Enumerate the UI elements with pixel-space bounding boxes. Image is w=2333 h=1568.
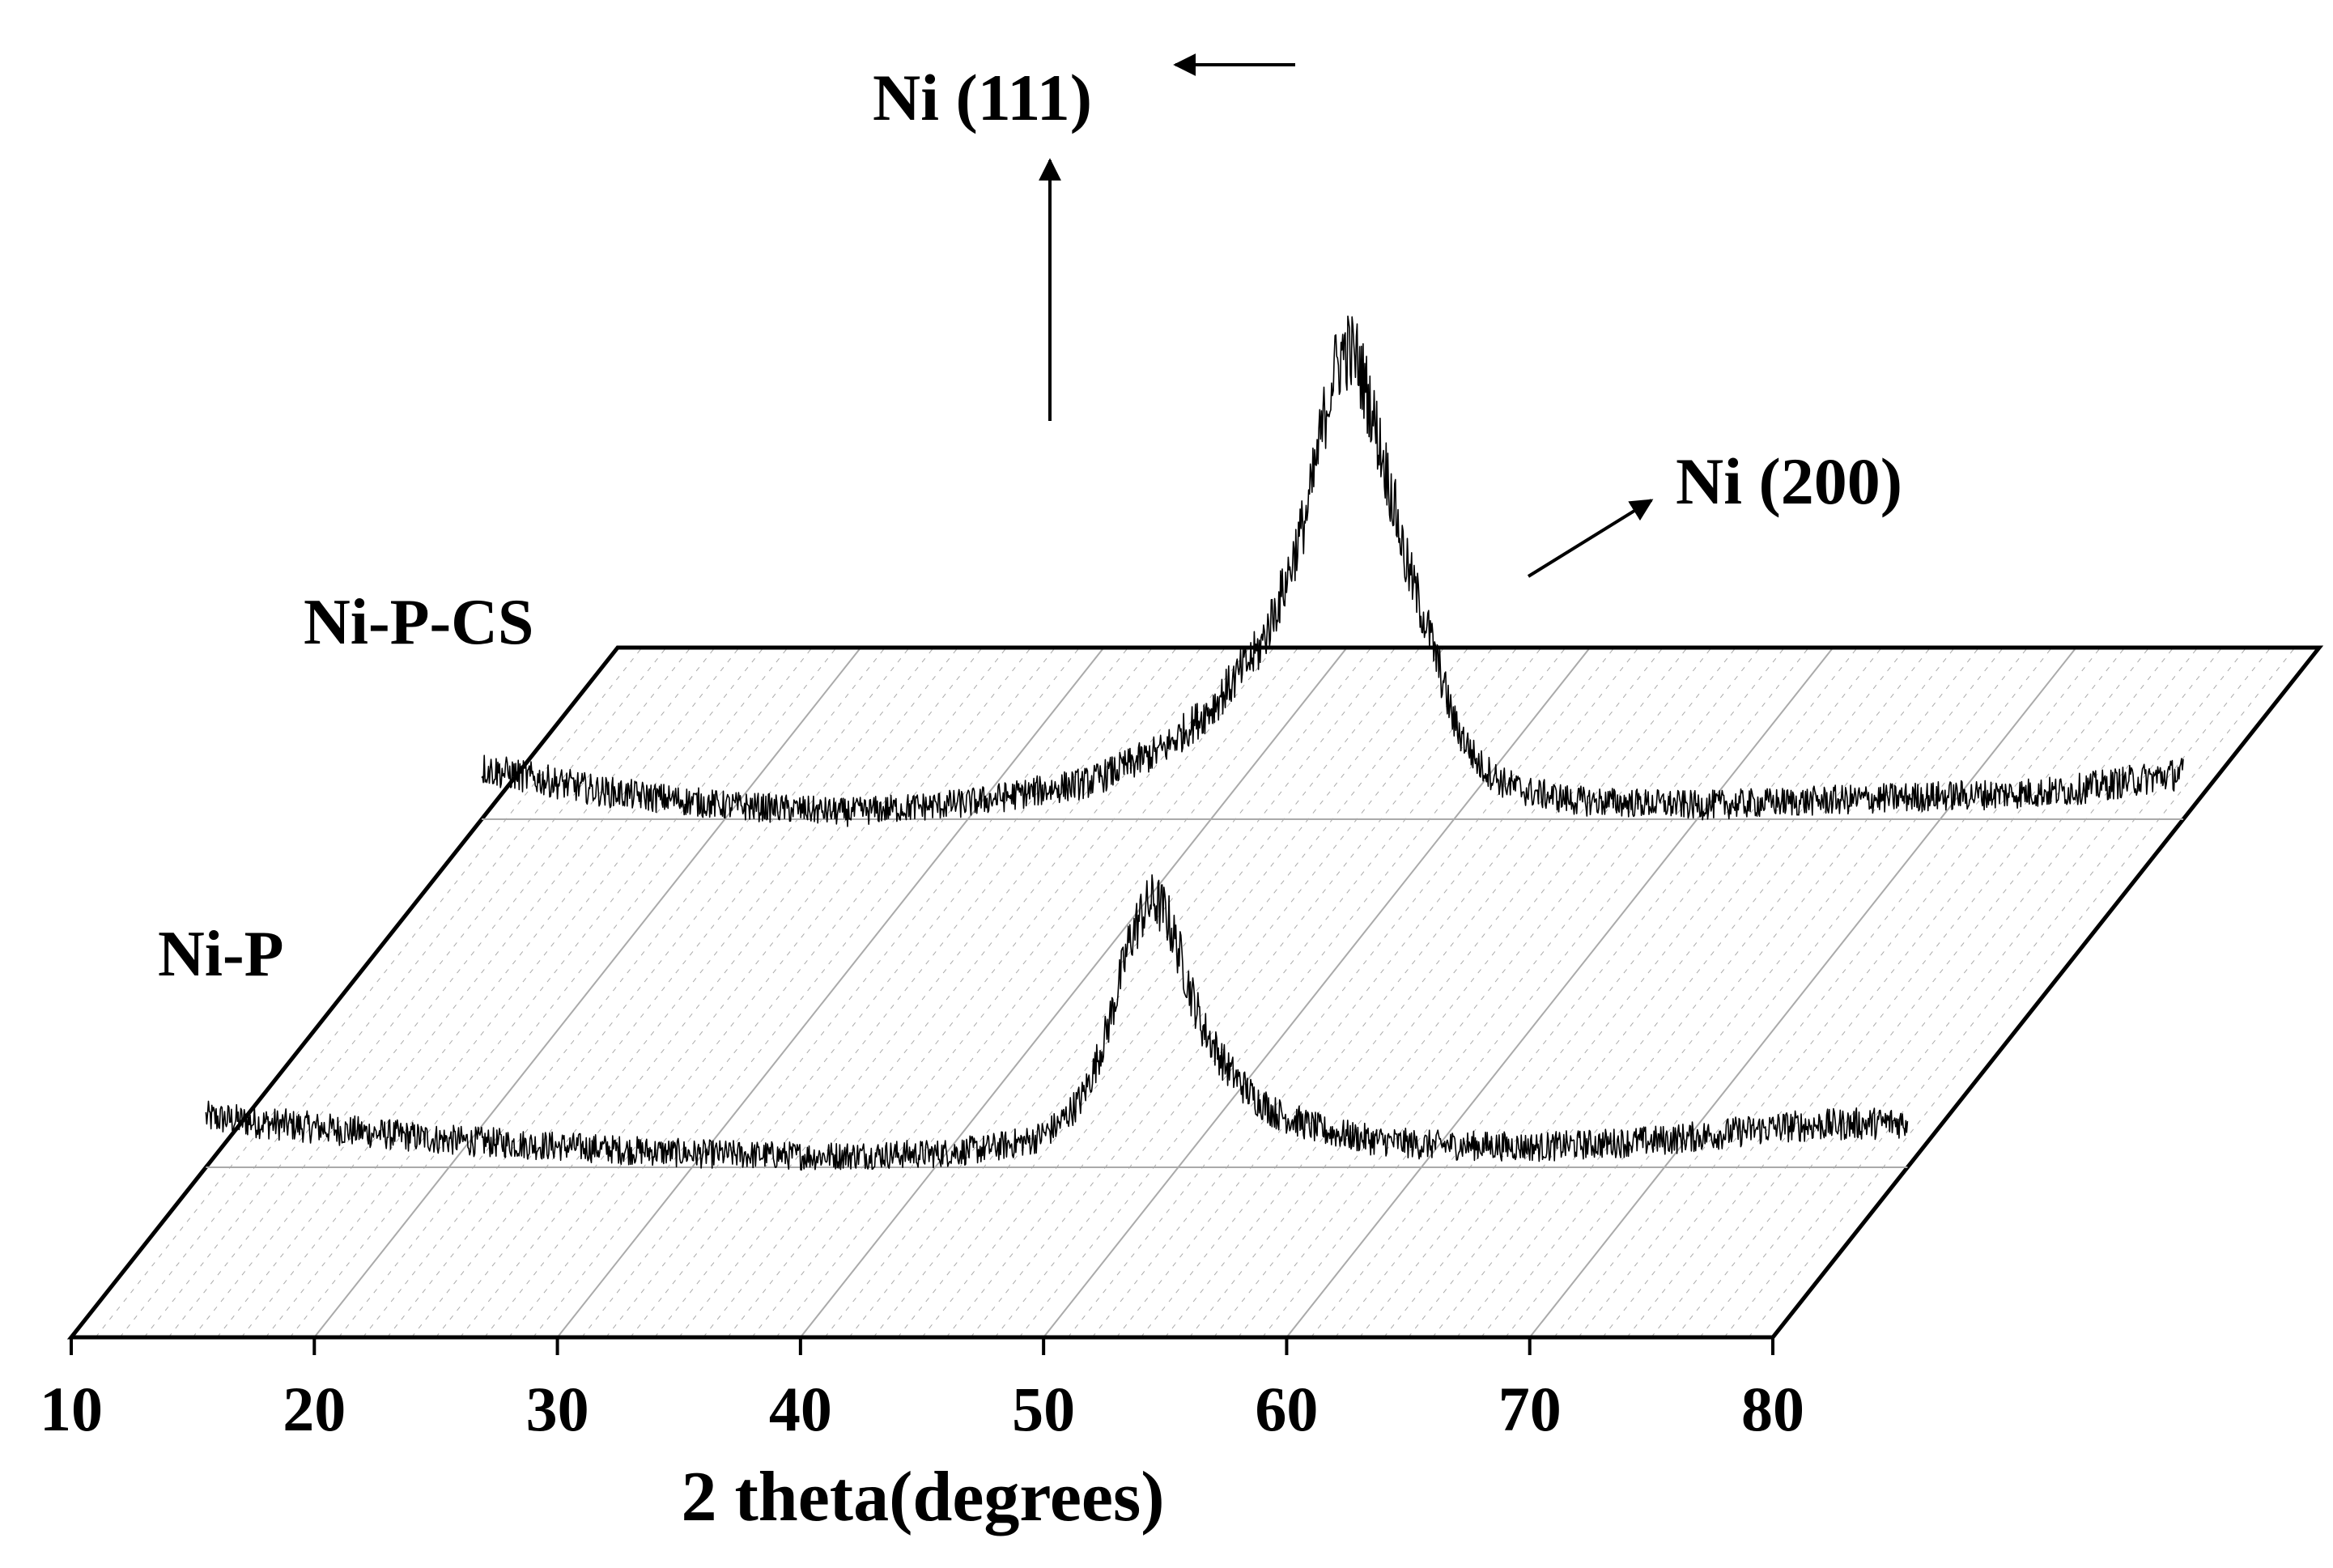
grid-line	[1188, 647, 1736, 1338]
annotation-arrow-ni-200	[1527, 499, 1654, 578]
grid-line	[1262, 647, 1809, 1338]
grid-line	[289, 647, 837, 1338]
x-tick-label: 80	[1741, 1374, 1804, 1444]
grid-line	[824, 647, 1372, 1338]
grid-line	[1699, 647, 2247, 1338]
x-tick-label: 70	[1498, 1374, 1562, 1444]
grid-line	[119, 647, 667, 1338]
grid-line	[897, 647, 1445, 1338]
grid-line	[1237, 647, 1785, 1338]
grid-line	[1408, 647, 1955, 1338]
grid-line	[484, 647, 1031, 1338]
grid-line	[1602, 647, 2150, 1338]
grid-line	[1505, 647, 2053, 1338]
x-tick-label: 60	[1255, 1374, 1318, 1444]
grid-line	[1091, 647, 1639, 1338]
grid-line	[1481, 647, 2029, 1338]
grid-line	[946, 647, 1494, 1338]
grid-line	[168, 647, 716, 1338]
grid-line	[1578, 647, 2126, 1338]
grid-line	[411, 647, 958, 1338]
grid-line	[1140, 647, 1688, 1338]
x-tick-label: 50	[1012, 1374, 1075, 1444]
grid-line	[362, 647, 910, 1338]
grid-line	[654, 647, 1202, 1338]
grid-line	[192, 647, 740, 1338]
annotation-ni-200: Ni (200)	[1676, 444, 1902, 518]
x-tick-label: 30	[526, 1374, 589, 1444]
x-axis: 10 20 30 40 50 60 70 80	[40, 1337, 1804, 1444]
grid-line	[338, 647, 886, 1338]
grid-line	[1432, 647, 1979, 1338]
series-label-ni-p-cs: Ni-P-CS	[304, 587, 533, 658]
grid-line	[970, 647, 1518, 1338]
grid-line	[776, 647, 1324, 1338]
series-label-ni-p: Ni-P	[158, 919, 284, 990]
grid-line	[630, 647, 1178, 1338]
grid-line	[265, 647, 813, 1338]
x-tick-label: 10	[40, 1374, 103, 1444]
grid-line	[95, 647, 643, 1338]
grid-line	[800, 647, 1348, 1338]
series-group	[205, 315, 2184, 1171]
grid-line	[1311, 647, 1858, 1338]
grid-line	[1626, 647, 2174, 1338]
grid-line	[994, 647, 1542, 1338]
grid-line	[556, 647, 1105, 1338]
annotation-ni-111: Ni (111)	[873, 61, 1092, 134]
grid-line	[386, 647, 934, 1338]
grid-line	[508, 647, 1056, 1338]
grid-line	[606, 647, 1154, 1338]
grid-line	[848, 647, 1396, 1338]
grid-line	[240, 647, 788, 1338]
grid-line	[436, 647, 983, 1338]
grid-line	[1359, 647, 1906, 1338]
grid-line	[1675, 647, 2223, 1338]
grid-line	[313, 647, 862, 1338]
grid-line	[1213, 647, 1761, 1338]
series-line-ni-p	[205, 874, 1909, 1171]
grid-line	[921, 647, 1469, 1338]
x-tick-label: 40	[769, 1374, 832, 1444]
series-line-ni-p-cs	[481, 315, 2184, 827]
x-tick-label: 20	[283, 1374, 346, 1444]
grid-line	[1043, 647, 1591, 1338]
floor-outline	[66, 645, 2324, 1340]
grid-line	[1164, 647, 1712, 1338]
grid-line	[1335, 647, 1882, 1338]
grid-line	[533, 647, 1080, 1338]
grid-line	[1456, 647, 2004, 1338]
grid-line	[703, 647, 1251, 1338]
grid-line	[143, 647, 691, 1338]
grid-line	[1528, 647, 2077, 1338]
x-axis-title: 2 theta(degrees)	[681, 1458, 1164, 1536]
chart-floor	[66, 645, 2324, 1340]
grid-line	[216, 647, 764, 1338]
grid-line	[1018, 647, 1566, 1338]
grid-line	[581, 647, 1128, 1338]
grid-line	[751, 647, 1299, 1338]
grid-line	[1723, 647, 2271, 1338]
grid-line	[1651, 647, 2199, 1338]
grid-line	[1553, 647, 2101, 1338]
grid-line	[1285, 647, 1834, 1338]
grid-line	[678, 647, 1226, 1338]
grid-line	[1748, 647, 2296, 1338]
grid-line	[460, 647, 1007, 1338]
